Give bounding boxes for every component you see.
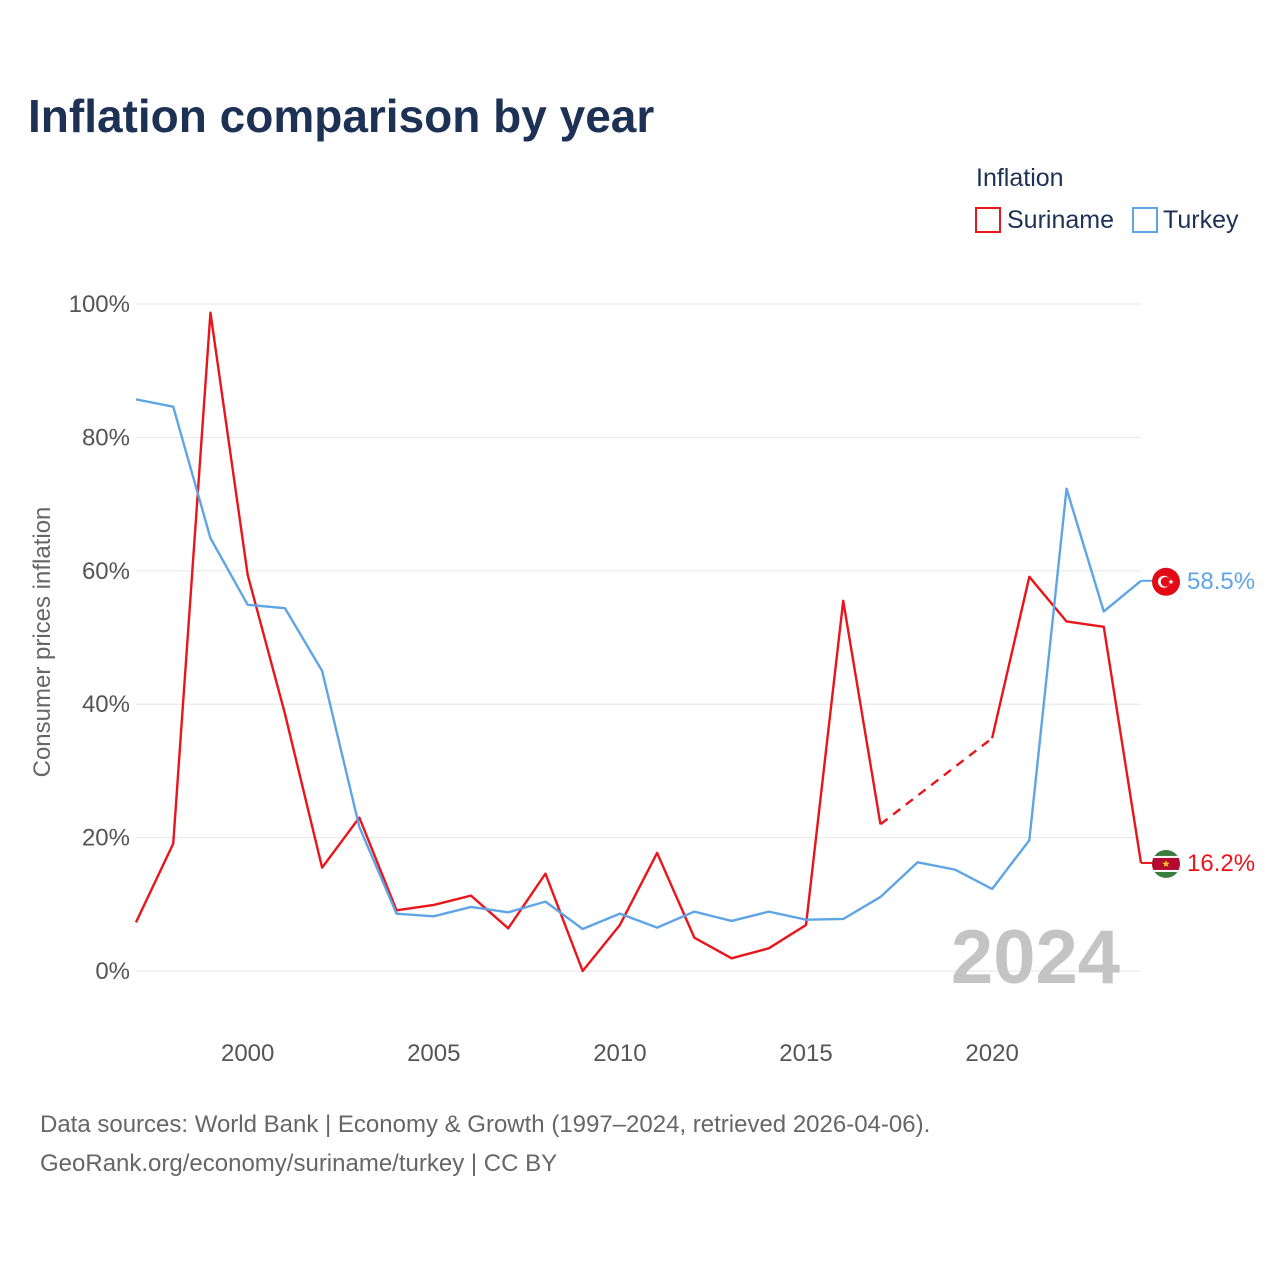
chart-title: Inflation comparison by year xyxy=(28,90,654,142)
y-tick-label: 100% xyxy=(69,291,130,318)
y-axis-label: Consumer prices inflation xyxy=(29,507,56,778)
gridlines xyxy=(136,303,1141,972)
legend-swatch-turkey xyxy=(1132,207,1158,233)
legend-label-suriname: Suriname xyxy=(1007,206,1114,234)
turkey-flag-icon xyxy=(1152,567,1180,596)
y-axis-ticks: 0% 20% 40% 60% 80% 100% xyxy=(69,291,130,985)
x-axis-ticks: 2000 2005 2010 2015 2020 xyxy=(221,1040,1019,1067)
legend-item-suriname[interactable]: Suriname xyxy=(975,206,1114,234)
series-suriname xyxy=(134,311,1143,973)
x-tick-label: 2005 xyxy=(407,1040,460,1067)
legend-label-turkey: Turkey xyxy=(1163,206,1239,234)
legend-swatch-suriname xyxy=(975,207,1001,233)
series-line-suriname xyxy=(134,311,882,973)
end-value-label-suriname: 16.2% xyxy=(1187,850,1255,877)
x-tick-label: 2010 xyxy=(593,1040,646,1067)
series-gap-dashed-suriname xyxy=(879,737,993,826)
y-tick-label: 40% xyxy=(82,691,130,718)
y-tick-label: 20% xyxy=(82,825,130,852)
credit-link[interactable]: GeoRank.org/economy/suriname/turkey | CC… xyxy=(40,1150,557,1177)
series-end-labels: 16.2% 58.5% xyxy=(1141,567,1255,878)
legend: Inflation Suriname Turkey xyxy=(975,164,1239,234)
y-tick-label: 80% xyxy=(82,424,130,451)
x-tick-label: 2000 xyxy=(221,1040,274,1067)
y-tick-label: 0% xyxy=(95,958,130,985)
year-watermark: 2024 xyxy=(951,915,1120,1000)
suriname-flag-icon xyxy=(1152,849,1180,878)
series-lines xyxy=(134,311,1143,973)
series-line-suriname xyxy=(990,575,1143,864)
x-tick-label: 2020 xyxy=(965,1040,1018,1067)
x-tick-label: 2015 xyxy=(779,1040,832,1067)
legend-title: Inflation xyxy=(976,164,1064,192)
source-note: Data sources: World Bank | Economy & Gro… xyxy=(40,1111,930,1138)
end-value-label-turkey: 58.5% xyxy=(1187,568,1255,595)
legend-item-turkey[interactable]: Turkey xyxy=(1132,206,1239,234)
series-line-turkey xyxy=(135,398,1142,931)
series-turkey xyxy=(135,398,1142,931)
y-tick-label: 60% xyxy=(82,558,130,585)
